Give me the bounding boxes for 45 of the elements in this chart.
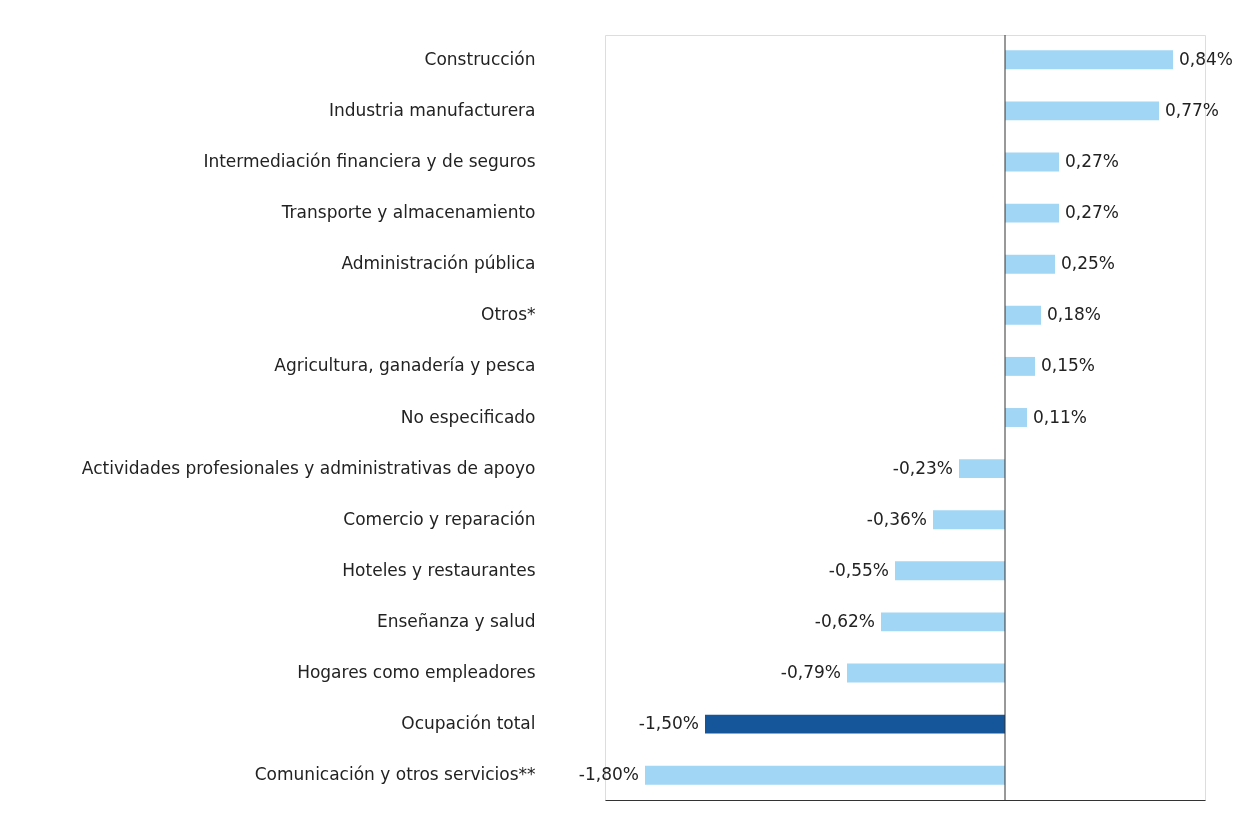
data-label: -1,50%	[638, 713, 699, 734]
bar	[1005, 356, 1035, 376]
y-tick-label: Industria manufacturera	[328, 99, 536, 120]
y-tick-label: Comercio y reparación	[343, 508, 536, 529]
bar	[881, 612, 1005, 632]
y-tick-label: Otros*	[481, 304, 536, 325]
y-tick-label: Actividades profesionales y administrativas de apoyo	[81, 457, 536, 478]
data-label: 0,11%	[1033, 406, 1088, 427]
y-tick-label: Hoteles y restaurantes	[342, 559, 536, 580]
bar	[705, 714, 1005, 734]
bar	[933, 510, 1005, 530]
bar	[1005, 408, 1027, 427]
y-tick-label: Administración pública	[341, 253, 536, 274]
y-tick-label: Ocupación total	[401, 713, 536, 734]
bar	[1005, 305, 1041, 325]
bar	[1005, 254, 1055, 274]
bar	[847, 663, 1005, 683]
bar	[1005, 50, 1173, 70]
y-tick-label: Hogares como empleadores	[297, 662, 536, 683]
data-label: -0,79%	[780, 662, 841, 683]
data-label: -1,80%	[578, 764, 639, 785]
data-label: -0,55%	[828, 559, 889, 580]
y-tick-label: Comunicación y otros servicios**	[254, 764, 536, 785]
bar	[1005, 152, 1059, 172]
data-label: -0,23%	[892, 457, 953, 478]
y-tick-label: No especificado	[400, 406, 536, 427]
y-tick-label: Agricultura, ganadería y pesca	[274, 355, 536, 376]
bar	[895, 561, 1005, 581]
data-label: 0,25%	[1061, 253, 1116, 274]
y-tick-label: Intermediación financiera y de seguros	[203, 150, 536, 171]
data-label: 0,15%	[1041, 355, 1096, 376]
bar	[1005, 101, 1159, 121]
data-label: -0,36%	[866, 508, 927, 529]
data-label: -0,62%	[814, 610, 875, 631]
y-tick-label: Transporte y almacenamiento	[280, 202, 536, 223]
y-tick-label: Enseñanza y salud	[376, 610, 536, 631]
bar	[645, 765, 1005, 785]
data-label: 0,77%	[1165, 99, 1220, 120]
data-label: 0,84%	[1179, 48, 1234, 69]
data-label: 0,27%	[1065, 150, 1120, 171]
bar	[959, 459, 1005, 479]
y-tick-label: Construcción	[424, 48, 536, 69]
data-label: 0,18%	[1047, 304, 1102, 325]
data-label: 0,27%	[1065, 202, 1120, 223]
bar	[1005, 203, 1059, 223]
